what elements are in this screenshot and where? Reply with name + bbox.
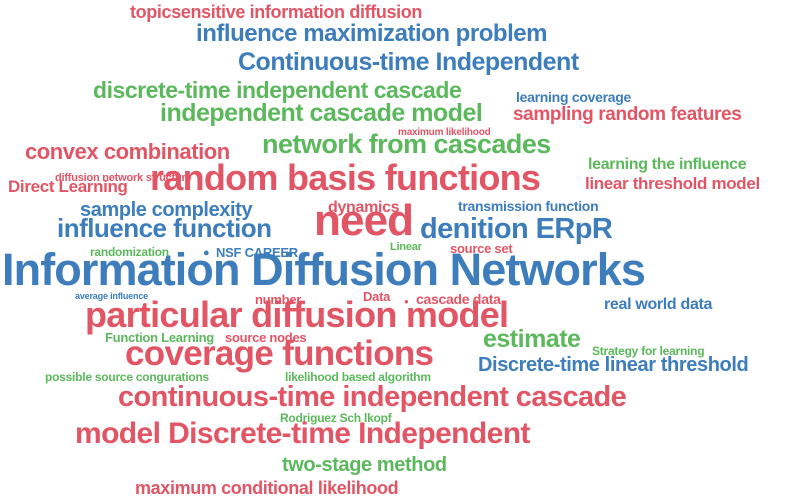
word: topicsensitive information diffusion [130, 2, 423, 22]
dot-icon: ● [404, 297, 409, 306]
word: estimate [483, 325, 581, 353]
dot-icon: ● [203, 247, 210, 259]
word: continuous-time independent cascade [118, 381, 627, 413]
word: possible source congurations [45, 370, 209, 384]
word: particular diffusion model [85, 294, 509, 335]
word: NSF CAREER [216, 245, 298, 260]
word: denition ERpR [420, 213, 613, 245]
word: real world data [604, 296, 713, 313]
word: Continuous-time Independent [238, 48, 579, 76]
word: discrete-time independent cascade [93, 77, 462, 103]
word: Direct Learning [8, 177, 128, 196]
word: likelihood based algorithm [285, 370, 431, 384]
word: transmission function [458, 198, 599, 214]
word: source nodes [225, 330, 307, 345]
word: Discrete-time linear threshold [478, 354, 749, 376]
word: Rodriguez Sch lkopf [280, 411, 392, 425]
word: maximum conditional likelihood [135, 478, 399, 498]
word: learning the influence [588, 156, 747, 173]
word: source set [450, 241, 513, 256]
word: maximum likelihood [398, 127, 491, 138]
word: randomization [90, 245, 169, 259]
word: need [314, 196, 414, 245]
word: sampling random features [513, 104, 742, 125]
word: random basis functions [150, 157, 541, 198]
word: network from cascades [262, 129, 551, 159]
word: sample complexity [80, 199, 253, 221]
word: Strategy for learning [592, 344, 705, 358]
word: model Discrete-time Independent [75, 417, 530, 450]
word: linear threshold model [585, 174, 760, 193]
word: average influence [75, 291, 148, 301]
word: dynamics [328, 199, 400, 216]
word: influence function [57, 213, 272, 243]
word: convex combination [25, 139, 230, 164]
word: two-stage method [282, 454, 447, 476]
word: cascade data [416, 291, 501, 307]
word: number [255, 292, 302, 307]
word: Data [363, 289, 391, 304]
word: Information Diffusion Networks [2, 244, 646, 295]
word: Function Learning [105, 330, 214, 345]
word: independent cascade model [160, 99, 483, 127]
word: influence maximization problem [196, 20, 548, 47]
word: coverage functions [125, 334, 434, 373]
word: learning coverage [516, 89, 632, 105]
word: Linear [390, 241, 422, 253]
word: diffusion network structure [55, 172, 192, 184]
